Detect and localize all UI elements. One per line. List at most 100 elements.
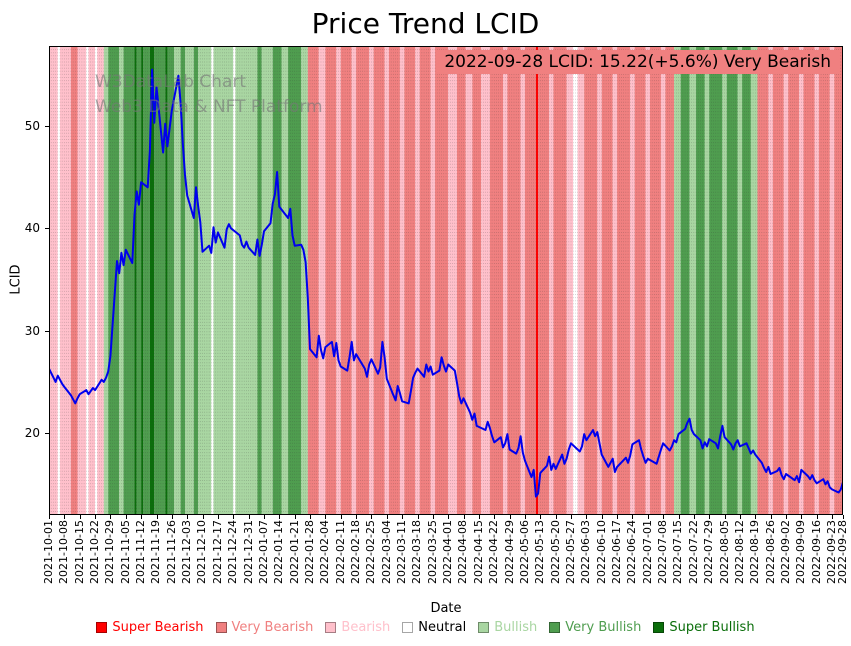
watermark-line2: Web3 Data & NFT Platform <box>95 96 323 117</box>
x-tick-text: 2022-09-16 <box>809 520 823 584</box>
x-tick-label: 2022-04-01 <box>440 520 456 584</box>
x-tick-label: 2021-12-17 <box>210 520 226 584</box>
sentiment-band-very_bullish <box>154 46 166 515</box>
sentiment-band-bullish <box>281 46 289 515</box>
sentiment-band-bearish <box>645 46 650 515</box>
sentiment-band-very_bearish <box>803 46 815 515</box>
x-tick-text: 2021-12-31 <box>241 520 255 584</box>
sentiment-band-very_bearish <box>634 46 646 515</box>
legend-swatch-super_bearish <box>96 622 108 633</box>
x-tick-label: 2022-09-02 <box>778 520 794 584</box>
sentiment-band-very_bearish <box>472 46 482 515</box>
sentiment-band-bearish <box>660 46 666 515</box>
sentiment-band-bearish <box>430 46 436 515</box>
x-tick-label: 2022-08-12 <box>732 520 748 584</box>
sentiment-band-very_bullish <box>726 46 738 515</box>
x-tick-label: 2022-07-08 <box>655 520 671 584</box>
sentiment-band-very_bearish <box>834 46 843 515</box>
x-tick-mark <box>739 515 741 519</box>
x-tick-mark <box>693 515 695 519</box>
sentiment-band-bearish <box>768 46 773 515</box>
x-tick-text: 2021-11-12 <box>134 520 148 584</box>
x-tick-mark <box>386 515 388 519</box>
x-tick-mark <box>816 515 818 519</box>
legend-swatch-bullish <box>478 622 490 633</box>
legend-swatch-bearish <box>325 622 337 633</box>
x-tick-label: 2022-02-04 <box>317 520 333 584</box>
x-tick-mark <box>156 515 158 519</box>
sentiment-band-bullish <box>704 46 710 515</box>
x-tick-label: 2022-08-26 <box>763 520 779 584</box>
x-tick-mark <box>755 515 757 519</box>
x-tick-mark <box>417 515 419 519</box>
sentiment-band-very_bullish <box>143 46 150 515</box>
sentiment-band-neutral <box>57 46 60 515</box>
x-tick-mark <box>310 515 311 519</box>
sentiment-band-bearish <box>318 46 326 515</box>
x-tick-label: 2022-01-28 <box>302 520 318 584</box>
x-tick-text: 2021-10-22 <box>88 520 102 584</box>
sentiment-band-neutral <box>573 46 578 515</box>
sentiment-band-very_bullish <box>742 46 751 515</box>
x-tick-text: 2021-10-08 <box>57 520 71 584</box>
x-tick-label: 2021-11-26 <box>164 520 180 584</box>
sentiment-band-neutral <box>233 46 236 515</box>
x-tick-text: 2022-06-17 <box>610 520 624 584</box>
sentiment-band-bearish <box>399 46 405 515</box>
x-tick-label: 2022-02-25 <box>363 520 379 584</box>
x-tick-label: 2021-12-03 <box>179 520 195 584</box>
x-tick-label: 2022-04-29 <box>502 520 518 584</box>
sentiment-band-very_bearish <box>489 46 504 515</box>
watermark: W3DataLab Chart Web3 Data & NFT Platform <box>95 70 323 119</box>
sentiment-band-very_bearish <box>818 46 830 515</box>
sentiment-band-neutral <box>211 46 214 515</box>
sentiment-band-very_bullish <box>108 46 120 515</box>
x-tick-text: 2021-11-19 <box>149 520 163 584</box>
x-tick-text: 2022-09-02 <box>778 520 792 584</box>
annotation-box: 2022-09-28 LCID: 15.22(+5.6%) Very Beari… <box>436 50 839 74</box>
sentiment-band-bearish <box>503 46 508 515</box>
x-tick-label: 2022-02-18 <box>348 520 364 584</box>
legend-label-very_bullish: Very Bullish <box>565 620 642 635</box>
legend-swatch-very_bullish <box>549 622 561 633</box>
x-tick-label: 2021-10-08 <box>56 520 72 584</box>
sentiment-band-very_bearish <box>456 46 466 515</box>
x-tick-text: 2021-10-01 <box>41 520 55 584</box>
y-tick-mark <box>45 125 49 127</box>
sentiment-band-bearish <box>597 46 602 515</box>
sentiment-band-bearish <box>549 46 554 515</box>
x-tick-text: 2021-12-10 <box>195 520 209 584</box>
sentiment-band-bullish <box>184 46 194 515</box>
x-tick-text: 2022-07-15 <box>671 520 685 584</box>
x-tick-label: 2022-04-15 <box>471 520 487 584</box>
x-tick-mark <box>601 515 603 519</box>
x-tick-label: 2022-05-27 <box>563 520 579 584</box>
x-tick-mark <box>843 515 844 519</box>
x-tick-label: 2021-11-12 <box>133 520 149 584</box>
watermark-line1: W3DataLab Chart <box>95 72 247 92</box>
x-tick-text: 2022-02-04 <box>318 520 332 584</box>
x-tick-text: 2022-01-07 <box>256 520 270 584</box>
x-tick-label: 2022-08-19 <box>747 520 763 584</box>
sentiment-band-very_bullish <box>180 46 185 515</box>
x-tick-label: 2022-09-28 <box>835 520 851 584</box>
x-tick-mark <box>371 515 373 519</box>
x-tick-mark <box>325 515 327 519</box>
x-tick-mark <box>233 515 235 519</box>
sentiment-band-bearish <box>799 46 804 515</box>
sentiment-band-bullish <box>174 46 181 515</box>
sentiment-band-very_bullish <box>136 46 142 515</box>
x-tick-mark <box>663 515 665 519</box>
sentiment-band-neutral <box>95 46 98 515</box>
x-tick-mark <box>509 515 511 519</box>
sentiment-band-bullish <box>198 46 212 515</box>
x-tick-text: 2022-08-05 <box>717 520 731 584</box>
sentiment-band-bearish <box>351 46 357 515</box>
x-tick-text: 2022-07-08 <box>656 520 670 584</box>
x-tick-mark <box>478 515 480 519</box>
legend-label-super_bearish: Super Bearish <box>112 620 204 635</box>
x-tick-mark <box>571 515 572 519</box>
x-tick-mark <box>202 515 204 519</box>
x-tick-mark <box>402 515 404 519</box>
x-tick-label: 2022-06-24 <box>624 520 640 584</box>
